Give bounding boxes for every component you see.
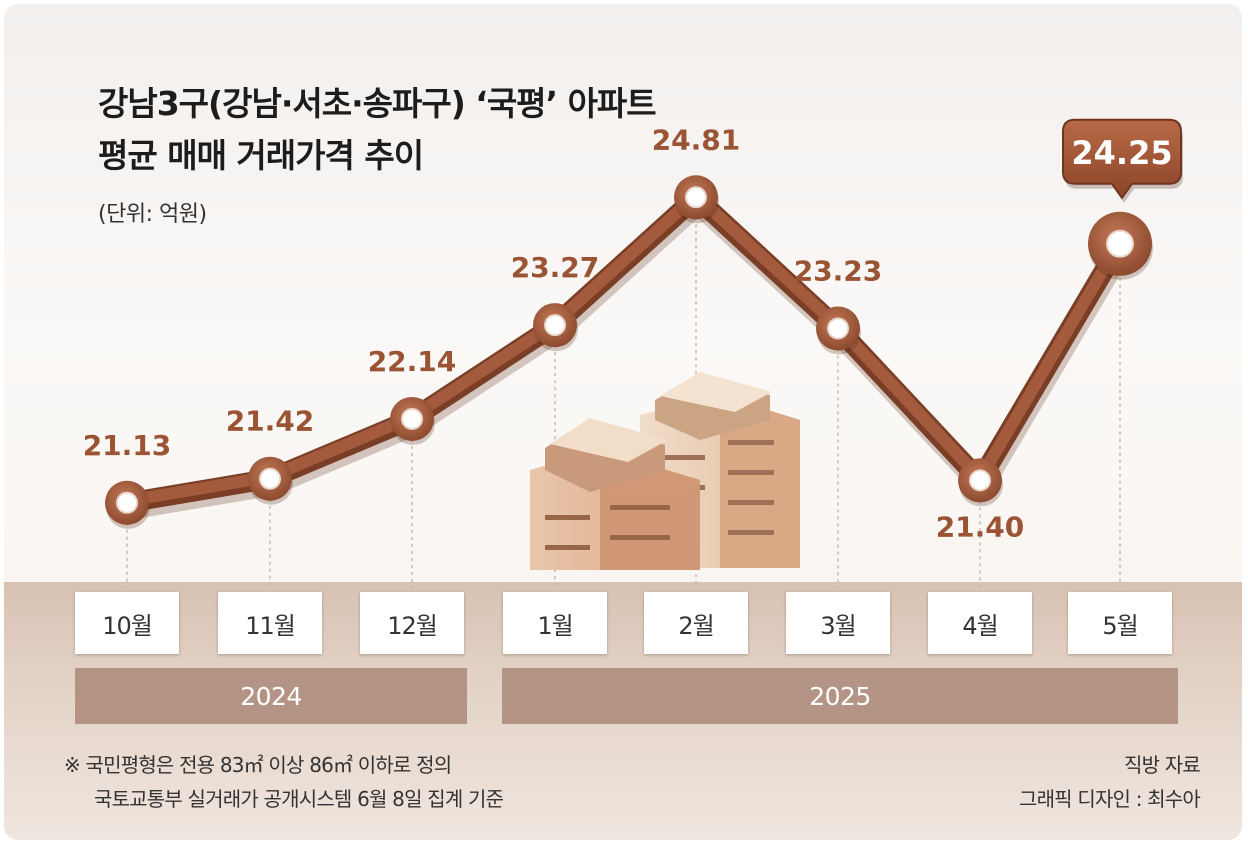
unit-label: (단위: 억원)	[98, 202, 207, 227]
x-tick-3월: 3월	[786, 592, 890, 654]
series-line	[117, 187, 1133, 520]
source-credit: 직방 자료 그래픽 디자인 : 최수아	[1018, 748, 1201, 816]
value-label-1월: 23.27	[511, 251, 600, 284]
x-tick-10월: 10월	[75, 592, 179, 654]
data-point-1월	[533, 303, 578, 352]
x-tick-4월: 4월	[928, 592, 1032, 654]
data-point-12월	[390, 396, 435, 445]
chart-title-line1: 강남3구(강남·서초·송파구) ‘국평’ 아파트	[98, 84, 657, 123]
year-group-2025: 2025	[502, 668, 1178, 724]
x-tick-2월: 2월	[644, 592, 748, 654]
value-label-5월: 24.25	[1071, 134, 1172, 172]
data-point-4월	[958, 458, 1003, 507]
year-group-2024: 2024	[75, 668, 467, 724]
x-tick-12월: 12월	[360, 592, 464, 654]
footnote-line1: ※ 국민평형은 전용 83㎡ 이상 86㎡ 이하로 정의	[64, 753, 452, 777]
x-tick-5월: 5월	[1068, 592, 1172, 654]
highlight-callout	[1062, 118, 1182, 200]
data-point-10월	[105, 480, 150, 529]
data-point-11월	[248, 456, 293, 505]
value-label-4월: 21.40	[936, 510, 1025, 543]
value-label-2월: 24.81	[652, 123, 741, 156]
data-point-3월	[816, 306, 861, 355]
source-line2: 그래픽 디자인 : 최수아	[1018, 787, 1201, 811]
chart-title-line2: 평균 매매 거래가격 추이	[98, 136, 424, 175]
data-point-2월	[674, 175, 719, 224]
series-line-highlight	[121, 189, 1126, 507]
footnote: ※ 국민평형은 전용 83㎡ 이상 86㎡ 이하로 정의 국토교통부 실거래가 …	[64, 748, 504, 816]
chart-title: 강남3구(강남·서초·송파구) ‘국평’ 아파트 평균 매매 거래가격 추이	[98, 78, 657, 182]
x-tick-11월: 11월	[218, 592, 322, 654]
value-label-11월: 21.42	[226, 405, 315, 438]
value-label-3월: 23.23	[794, 254, 883, 287]
source-line1: 직방 자료	[1124, 753, 1201, 777]
x-tick-1월: 1월	[503, 592, 607, 654]
apartment-illustration	[530, 372, 800, 570]
footnote-line2: 국토교통부 실거래가 공개시스템 6월 8일 집계 기준	[94, 787, 504, 811]
value-label-12월: 22.14	[368, 345, 457, 378]
value-label-10월: 21.13	[83, 429, 172, 462]
data-point-5월	[1088, 211, 1153, 280]
